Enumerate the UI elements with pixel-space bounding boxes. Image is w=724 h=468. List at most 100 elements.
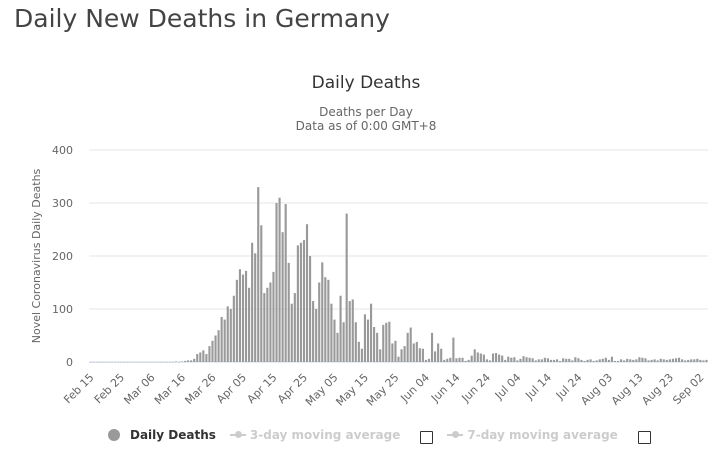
- bar[interactable]: [492, 354, 494, 362]
- bar[interactable]: [184, 361, 186, 362]
- bar[interactable]: [218, 330, 220, 362]
- bar[interactable]: [279, 198, 281, 362]
- bar[interactable]: [608, 360, 610, 362]
- bar[interactable]: [437, 343, 439, 362]
- bar[interactable]: [269, 283, 271, 363]
- bar[interactable]: [260, 225, 262, 362]
- bar[interactable]: [364, 314, 366, 362]
- bar[interactable]: [458, 358, 460, 362]
- bar[interactable]: [629, 359, 631, 362]
- bar[interactable]: [282, 232, 284, 362]
- bar[interactable]: [553, 360, 555, 362]
- bar[interactable]: [495, 353, 497, 362]
- bar[interactable]: [272, 272, 274, 362]
- bar[interactable]: [522, 356, 524, 362]
- bar[interactable]: [373, 327, 375, 362]
- bar[interactable]: [285, 204, 287, 362]
- legend-item-7-day-average[interactable]: 7-day moving average: [447, 427, 650, 444]
- bar[interactable]: [428, 359, 430, 362]
- bar[interactable]: [379, 349, 381, 362]
- bar[interactable]: [202, 350, 204, 362]
- bar[interactable]: [507, 357, 509, 362]
- bar[interactable]: [687, 360, 689, 362]
- bar[interactable]: [300, 243, 302, 362]
- bar[interactable]: [211, 341, 213, 362]
- bar[interactable]: [647, 360, 649, 362]
- bar[interactable]: [699, 360, 701, 362]
- bar[interactable]: [336, 333, 338, 362]
- bar[interactable]: [376, 333, 378, 362]
- bar[interactable]: [669, 359, 671, 362]
- bar[interactable]: [590, 359, 592, 362]
- bar[interactable]: [675, 358, 677, 362]
- bar[interactable]: [394, 341, 396, 362]
- bar[interactable]: [702, 360, 704, 362]
- bar[interactable]: [550, 360, 552, 362]
- bar[interactable]: [516, 360, 518, 362]
- bar[interactable]: [465, 361, 467, 362]
- bar[interactable]: [681, 359, 683, 362]
- bar[interactable]: [705, 360, 707, 362]
- bar[interactable]: [565, 359, 567, 362]
- bar[interactable]: [626, 359, 628, 362]
- bar[interactable]: [346, 214, 348, 362]
- bar[interactable]: [562, 358, 564, 362]
- bar[interactable]: [593, 361, 595, 362]
- bar[interactable]: [519, 359, 521, 362]
- bar[interactable]: [580, 360, 582, 362]
- bar[interactable]: [638, 357, 640, 362]
- bar[interactable]: [343, 322, 345, 362]
- bar[interactable]: [291, 304, 293, 362]
- bar[interactable]: [693, 359, 695, 362]
- bar[interactable]: [666, 360, 668, 362]
- bar[interactable]: [556, 359, 558, 362]
- bar[interactable]: [477, 352, 479, 362]
- bar[interactable]: [526, 357, 528, 362]
- bar[interactable]: [641, 358, 643, 362]
- bar[interactable]: [623, 360, 625, 362]
- bar[interactable]: [257, 187, 259, 362]
- bar[interactable]: [654, 359, 656, 362]
- bar[interactable]: [510, 358, 512, 362]
- bar[interactable]: [696, 359, 698, 362]
- bar[interactable]: [480, 354, 482, 362]
- bar[interactable]: [333, 320, 335, 362]
- bar[interactable]: [187, 360, 189, 362]
- bar[interactable]: [254, 253, 256, 362]
- bar[interactable]: [635, 359, 637, 362]
- bar[interactable]: [196, 354, 198, 362]
- bar[interactable]: [404, 346, 406, 362]
- bar[interactable]: [455, 358, 457, 362]
- bar[interactable]: [471, 356, 473, 362]
- bar[interactable]: [434, 351, 436, 362]
- bar[interactable]: [583, 361, 585, 362]
- bar[interactable]: [425, 360, 427, 362]
- bar[interactable]: [382, 325, 384, 362]
- bar[interactable]: [312, 301, 314, 362]
- bar[interactable]: [660, 359, 662, 362]
- bar[interactable]: [571, 360, 573, 362]
- bar[interactable]: [251, 243, 253, 362]
- bar[interactable]: [602, 359, 604, 362]
- bar[interactable]: [577, 358, 579, 362]
- bar[interactable]: [474, 349, 476, 362]
- bar[interactable]: [461, 358, 463, 362]
- bar[interactable]: [596, 360, 598, 362]
- bar[interactable]: [266, 288, 268, 362]
- bar[interactable]: [214, 336, 216, 363]
- bar[interactable]: [397, 357, 399, 362]
- bar[interactable]: [678, 358, 680, 362]
- bar[interactable]: [294, 293, 296, 362]
- bar[interactable]: [370, 304, 372, 362]
- bar[interactable]: [391, 343, 393, 362]
- bar[interactable]: [199, 352, 201, 362]
- bar[interactable]: [574, 357, 576, 362]
- bar[interactable]: [440, 349, 442, 362]
- bar[interactable]: [690, 359, 692, 362]
- bar[interactable]: [419, 348, 421, 362]
- bar[interactable]: [303, 240, 305, 362]
- bar[interactable]: [611, 357, 613, 362]
- bar[interactable]: [248, 288, 250, 362]
- bar[interactable]: [483, 355, 485, 362]
- bar[interactable]: [468, 360, 470, 362]
